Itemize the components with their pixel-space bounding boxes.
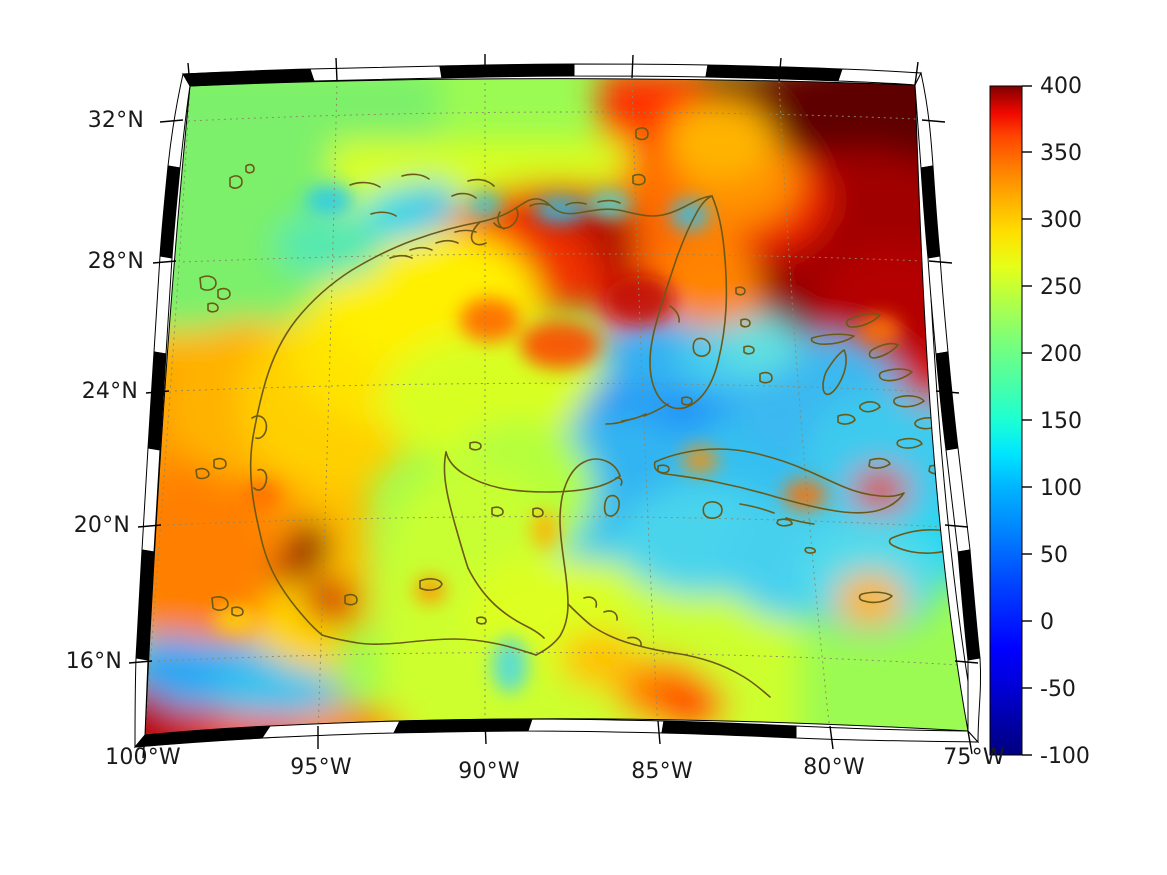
lat-label-16n: 16°N <box>65 649 122 674</box>
coastlines <box>195 127 967 698</box>
lon-label-85w: 85°W <box>631 759 693 784</box>
colorbar-label-400: 400 <box>1040 74 1082 99</box>
colorbar[interactable] <box>989 85 1032 756</box>
colorbar-label-minus100: -100 <box>1040 744 1090 769</box>
colorbar-label-50: 50 <box>1040 543 1068 568</box>
lat-ticks-right <box>921 119 979 664</box>
colorbar-gradient <box>989 85 1023 756</box>
lon-label-100w: 100°W <box>105 745 181 770</box>
map-frame <box>128 54 982 759</box>
map-data-field <box>145 78 968 736</box>
lon-label-95w: 95°W <box>290 755 352 780</box>
lon-ticks-top <box>187 54 919 87</box>
lat-label-20n: 20°N <box>73 513 130 538</box>
lat-label-28n: 28°N <box>87 249 144 274</box>
lat-ticks <box>128 119 184 664</box>
colorbar-label-250: 250 <box>1040 275 1082 300</box>
colorbar-label-150: 150 <box>1040 409 1082 434</box>
colorbar-label-100: 100 <box>1040 476 1082 501</box>
lon-label-90w: 90°W <box>458 759 520 784</box>
lon-ticks <box>142 720 973 759</box>
lon-label-75w: 75°W <box>943 745 1005 770</box>
colorbar-label-200: 200 <box>1040 342 1082 367</box>
colorbar-label-minus50: -50 <box>1040 677 1076 702</box>
colorbar-label-0: 0 <box>1040 610 1054 635</box>
colorbar-label-350: 350 <box>1040 141 1082 166</box>
lat-label-32n: 32°N <box>87 108 144 133</box>
lon-label-80w: 80°W <box>803 755 865 780</box>
colorbar-ticks <box>1022 85 1032 756</box>
lat-label-24n: 24°N <box>81 379 138 404</box>
colorbar-label-300: 300 <box>1040 208 1082 233</box>
